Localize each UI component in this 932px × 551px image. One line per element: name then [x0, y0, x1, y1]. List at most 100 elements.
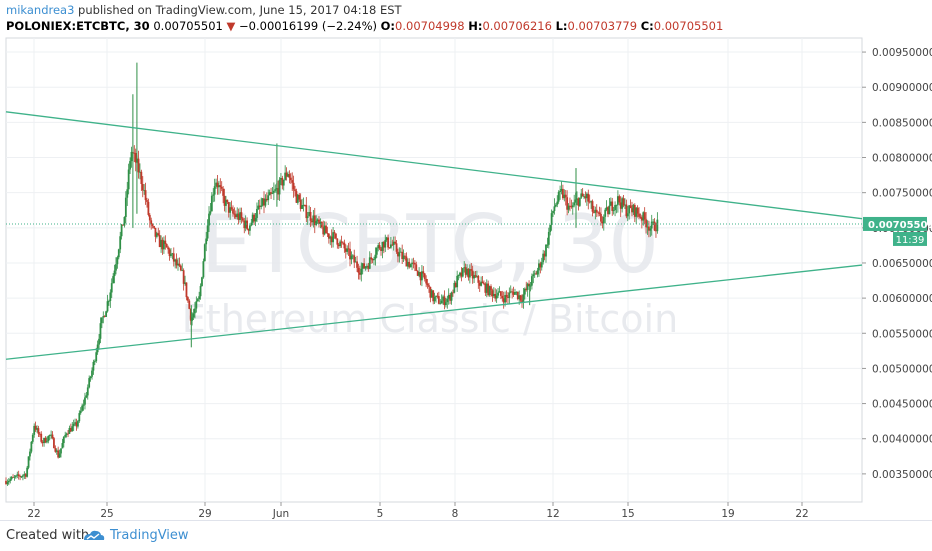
candle-body — [652, 221, 655, 223]
trendlines[interactable] — [5, 111, 863, 360]
candle-body — [614, 205, 616, 211]
candle-body — [471, 270, 474, 279]
candle-body — [178, 263, 181, 266]
candle-body — [532, 274, 535, 277]
candle-body — [459, 272, 461, 275]
open-label: O: — [380, 19, 396, 33]
candle-body — [265, 198, 268, 201]
candle-body — [199, 286, 202, 297]
price-chart[interactable]: ETCBTC, 30 Ethereum Classic / Bitcoin 0.… — [0, 0, 932, 520]
candle-body — [559, 190, 561, 192]
candle-body — [628, 205, 631, 214]
candle-body — [601, 221, 604, 224]
candle-body — [44, 438, 47, 443]
candle-body — [208, 213, 210, 226]
candle-body — [281, 177, 284, 186]
candle-body — [442, 296, 444, 301]
candle-body — [130, 151, 133, 162]
candle-body — [13, 476, 16, 478]
candle-body — [363, 263, 366, 269]
candle-body — [320, 221, 323, 228]
candle-body — [430, 290, 433, 298]
candle-body — [350, 255, 353, 260]
candle-body — [126, 189, 129, 198]
candle-body — [488, 286, 491, 296]
candle-body — [578, 197, 581, 206]
candle-body — [504, 295, 506, 303]
watermark-pair: Ethereum Classic / Bitcoin — [182, 297, 678, 341]
candle-body — [191, 317, 194, 321]
candle-body — [538, 263, 540, 271]
candle-body — [622, 198, 625, 206]
candle-body — [153, 225, 155, 228]
candle-body — [387, 237, 389, 248]
candle-body — [6, 482, 9, 484]
candle-body — [109, 292, 112, 301]
candle-body — [147, 201, 150, 215]
candle-body — [437, 296, 440, 304]
candle-body — [115, 264, 117, 271]
candle-body — [168, 249, 171, 257]
chart-header: mikandrea3 published on TradingView.com,… — [0, 0, 932, 36]
author-link[interactable]: mikandrea3 — [6, 3, 75, 17]
candle-body — [106, 301, 109, 312]
candle-body — [34, 425, 37, 430]
candle-body — [409, 264, 412, 268]
trendline-upper[interactable] — [5, 111, 863, 220]
candle-body — [192, 313, 195, 318]
candle-body — [401, 251, 404, 259]
candle-body — [533, 273, 536, 275]
y-tick-label: 0.00950000 — [872, 47, 932, 59]
candle-body — [336, 238, 339, 245]
candle-body — [491, 290, 494, 297]
watermark-ticker: ETCBTC, 30 — [201, 198, 659, 291]
candle-body — [47, 436, 50, 442]
candle-body — [505, 295, 508, 297]
candle-body — [93, 361, 96, 362]
candle-body — [368, 257, 371, 269]
candle-body — [263, 198, 265, 206]
candle-body — [560, 188, 563, 191]
chart-area[interactable]: ETCBTC, 30 Ethereum Classic / Bitcoin 0.… — [0, 0, 932, 520]
candle-body — [394, 241, 397, 244]
candle-body — [172, 253, 175, 262]
candle-body — [335, 233, 337, 239]
candle-body — [122, 224, 124, 226]
candle-body — [78, 413, 81, 422]
candle-body — [154, 227, 157, 237]
candle-body — [388, 247, 391, 249]
candle-body — [79, 410, 82, 414]
candle-body — [495, 295, 498, 299]
tradingview-logo-icon[interactable] — [82, 529, 106, 543]
candle-body — [151, 224, 154, 226]
axes: 0.00950000 0.00900000 0.00850000 0.00800000… — [6, 47, 932, 520]
candle-body — [72, 423, 75, 427]
candles — [5, 62, 659, 486]
low-label: L: — [555, 19, 568, 33]
candle-body — [325, 225, 327, 234]
candle-body — [160, 239, 162, 248]
candle-body — [38, 433, 41, 435]
low-value: 0.00703779 — [567, 19, 638, 33]
x-tick-label: 19 — [721, 508, 734, 520]
candle-body — [509, 291, 512, 293]
published-text: published on TradingView.com, June 15, 2… — [74, 3, 402, 17]
trendline-lower[interactable] — [5, 264, 863, 360]
candle-body — [557, 191, 560, 202]
candle-body — [301, 205, 303, 209]
candle-body — [356, 261, 358, 268]
candle-body — [292, 182, 295, 190]
candle-body — [536, 270, 539, 275]
candle-body — [478, 282, 481, 286]
tradingview-link[interactable]: TradingView — [110, 528, 189, 543]
candle-body — [91, 370, 93, 377]
candle-body — [137, 158, 140, 173]
candle-body — [260, 205, 263, 207]
candle-body — [189, 308, 192, 321]
symbol-label[interactable]: POLONIEX:ETCBTC, 30 — [6, 19, 150, 33]
candle-body — [411, 262, 413, 265]
watermark: ETCBTC, 30 Ethereum Classic / Bitcoin — [182, 198, 678, 341]
candle-body — [274, 189, 277, 191]
candle-body — [174, 259, 177, 262]
candle-body — [102, 316, 105, 318]
